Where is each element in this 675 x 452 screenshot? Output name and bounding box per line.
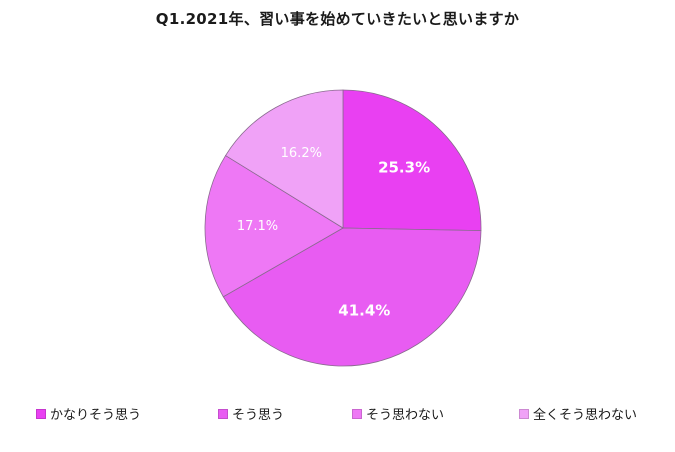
chart-title: Q1.2021年、習い事を始めていきたいと思いますか bbox=[155, 10, 520, 28]
legend-item-kanari: かなりそう思う bbox=[36, 404, 141, 423]
legend-label: そう思わない bbox=[366, 408, 445, 423]
pie-slice-sou-omou bbox=[222, 227, 482, 367]
legend-item-sou-omowanai: そう思わない bbox=[352, 404, 444, 423]
data-label-mattaku: 16.2% bbox=[281, 146, 322, 161]
data-label-kanari: 25.3% bbox=[378, 159, 430, 177]
legend-swatch bbox=[352, 408, 362, 419]
legend-label: そう思う bbox=[232, 408, 285, 423]
data-label-sou-omowanai: 17.1% bbox=[237, 219, 278, 234]
legend-swatch bbox=[218, 408, 228, 419]
data-label-sou-omou: 41.4% bbox=[338, 301, 390, 319]
pie-slice-mattaku bbox=[225, 89, 344, 229]
legend-item-mattaku: 全くそう思わない bbox=[519, 404, 637, 423]
pie-slice-kanari bbox=[342, 89, 482, 232]
legend-swatch bbox=[519, 408, 529, 419]
legend: かなりそう思う そう思う そう思わない 全くそう思わない bbox=[0, 404, 675, 424]
legend-item-sou-omou: そう思う bbox=[218, 404, 284, 423]
legend-label: 全くそう思わない bbox=[533, 408, 638, 423]
pie-slice-sou-omowanai bbox=[204, 154, 344, 298]
legend-label: かなりそう思う bbox=[50, 408, 142, 423]
legend-swatch bbox=[36, 408, 46, 419]
